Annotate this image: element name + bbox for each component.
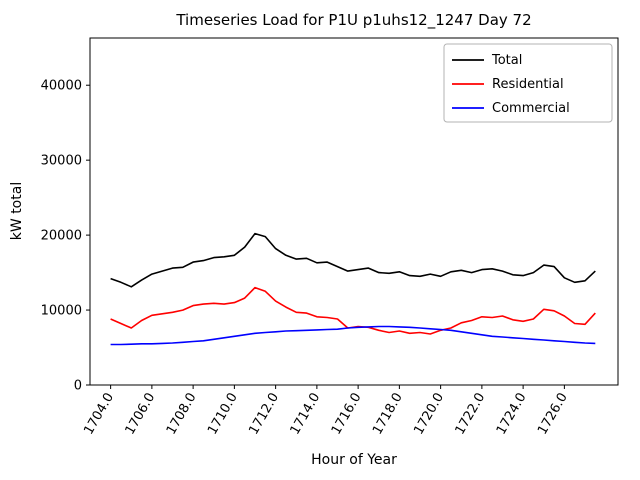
legend-frame: [443, 43, 613, 123]
series-line-total: [110, 232, 596, 288]
y-tick-label: 30000: [41, 154, 82, 169]
legend-label-residential: Residential: [492, 77, 564, 92]
y-tick-label: 10000: [41, 304, 82, 319]
x-axis-label: Hour of Year: [311, 452, 397, 468]
axes-frame: [89, 37, 619, 386]
legend-label-commercial: Commercial: [492, 101, 570, 116]
y-axis-label: kW total: [9, 182, 25, 240]
legend-label-total: Total: [491, 53, 522, 68]
chart-title: Timeseries Load for P1U p1uhs12_1247 Day…: [175, 11, 531, 30]
series-line-commercial: [110, 325, 596, 346]
legend: Total Residential Commercial: [443, 43, 613, 123]
y-tick-label: 40000: [41, 79, 82, 94]
y-tick-label: 0: [74, 379, 82, 394]
y-tick-label: 20000: [41, 229, 82, 244]
